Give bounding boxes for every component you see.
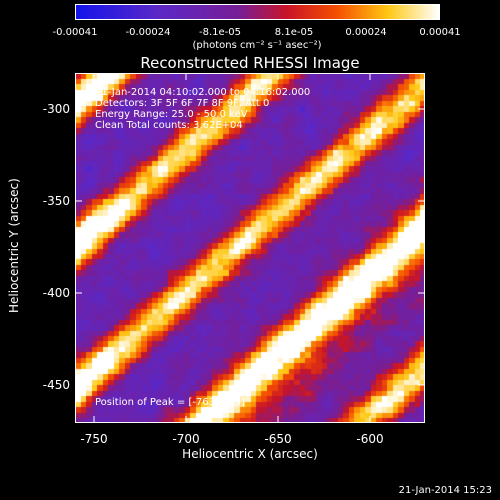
colorbar-tick: -0.00024 [125, 27, 171, 38]
colorbar-tick: 8.1e-05 [274, 27, 314, 38]
time-range-annotation: 21-Jan-2014 04:10:02.000 to 04:16:02.000 [95, 87, 311, 98]
rhessi-image-canvas [76, 74, 424, 422]
colorbar-tick: 0.00041 [419, 27, 461, 38]
colorbar-ticks: -0.00041 -0.00024 -8.1e-05 8.1e-05 0.000… [0, 0, 500, 60]
y-tick-label: -300 [42, 102, 70, 116]
image-title: Reconstructed RHESSI Image [140, 54, 360, 72]
x-tick-label: -750 [80, 432, 108, 446]
rhessi-image: 21-Jan-2014 04:10:02.000 to 04:16:02.000… [75, 73, 425, 423]
colorbar-tick: -0.00041 [52, 27, 98, 38]
energy-range-annotation: Energy Range: 25.0 - 50.0 keV [95, 109, 248, 120]
colorbar-units: (photons cm⁻² s⁻¹ asec⁻²) [192, 40, 322, 51]
y-tick-label: -350 [42, 194, 70, 208]
colorbar-tick: 0.00024 [345, 27, 387, 38]
clean-annotation: Clean Total counts: 3.62E+04 [95, 120, 243, 131]
y-tick-label: -400 [42, 286, 70, 300]
x-tick-label: -700 [172, 432, 200, 446]
x-tick-label: -600 [356, 432, 384, 446]
timestamp-footer: 21-Jan-2014 15:23 [398, 485, 492, 496]
colorbar-tick: -8.1e-05 [199, 27, 241, 38]
x-axis-label: Heliocentric X (arcsec) [182, 447, 318, 461]
y-axis-label: Heliocentric Y (arcsec) [7, 178, 21, 313]
detectors-annotation: Detectors: 3F 5F 6F 7F 8F 9F, Att 0 [95, 98, 270, 109]
y-tick-label: -450 [42, 378, 70, 392]
colorbar [75, 4, 440, 20]
x-tick-label: -650 [264, 432, 292, 446]
peak-position-annotation: Position of Peak = [-763,-369] [95, 397, 245, 408]
